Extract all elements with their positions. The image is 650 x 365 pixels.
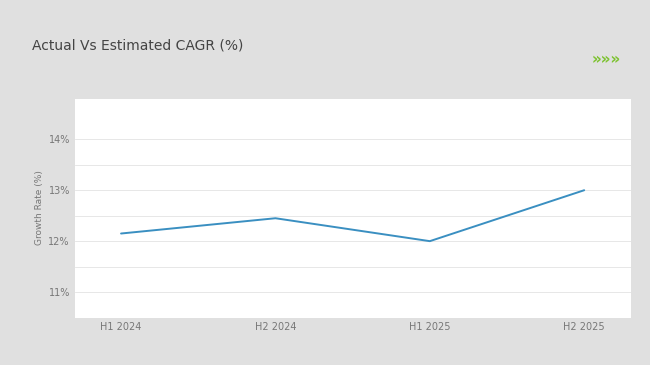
Y-axis label: Growth Rate (%): Growth Rate (%) xyxy=(35,170,44,246)
Text: Actual Vs Estimated CAGR (%): Actual Vs Estimated CAGR (%) xyxy=(32,38,243,53)
Text: »»»: »»» xyxy=(592,52,621,67)
